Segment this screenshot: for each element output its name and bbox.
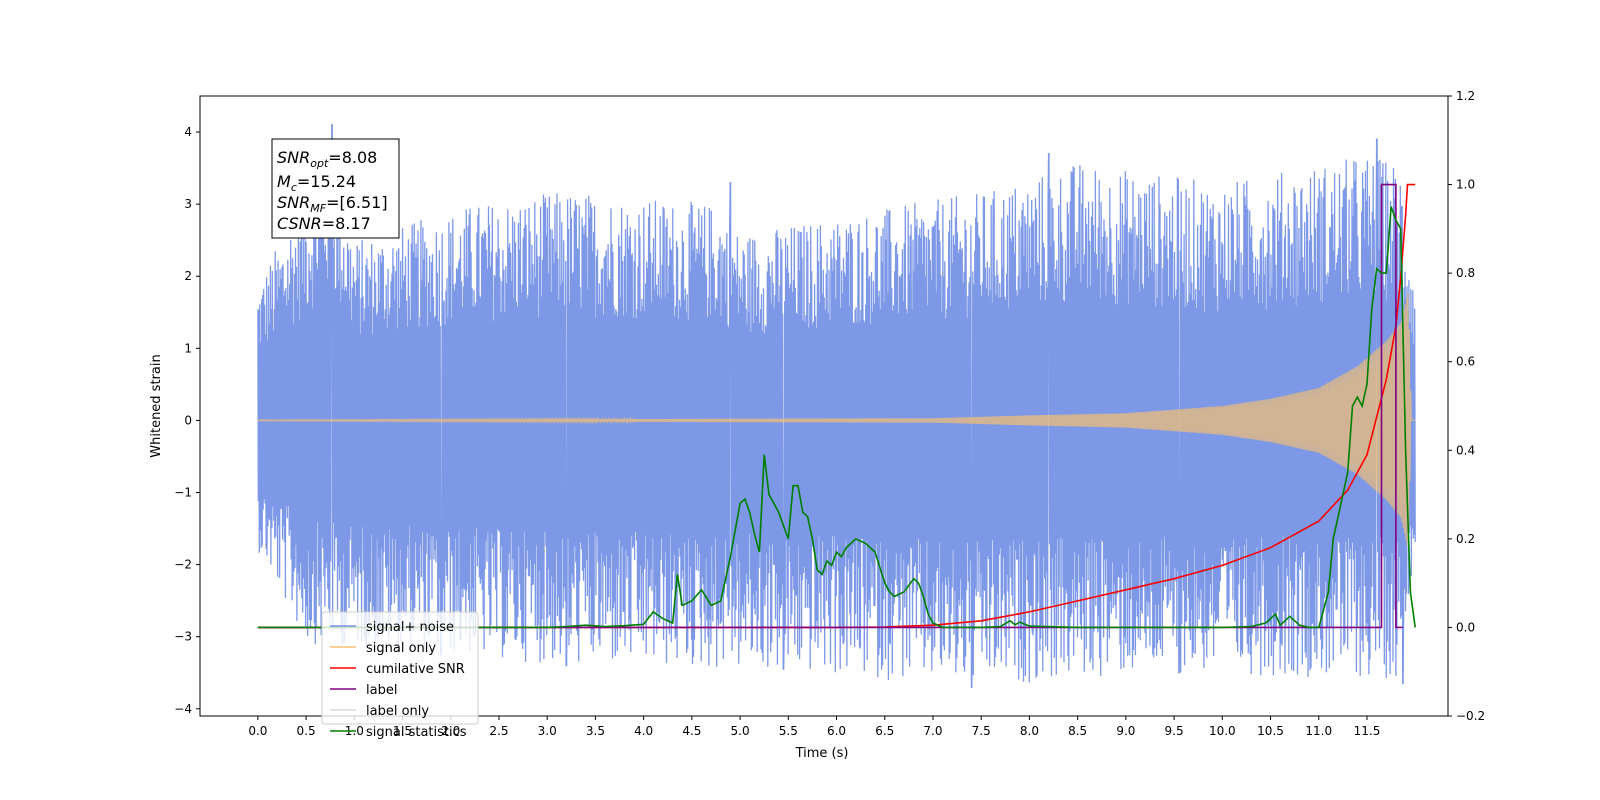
- snr-mf-text: SNRMF=[6.51]: [277, 193, 388, 215]
- stats-annotation-box: SNRopt=8.08 Mc=15.24 SNRMF=[6.51] CSNR=8…: [271, 138, 400, 239]
- y-tick-label: −3: [174, 630, 192, 644]
- y2-tick-label: −0.2: [1456, 709, 1485, 723]
- x-tick-label: 10.5: [1257, 724, 1284, 738]
- chirp-mass-text: Mc=15.24: [277, 172, 356, 194]
- plot-frame: [199, 95, 1449, 717]
- x-tick-label: 10.0: [1209, 724, 1236, 738]
- x-tick-label: 3.0: [538, 724, 557, 738]
- x-tick-label: 8.5: [1068, 724, 1087, 738]
- y2-tick-label: 0.4: [1456, 443, 1475, 457]
- csnr-text: CSNR=8.17: [277, 214, 371, 233]
- x-tick-label: 2.5: [489, 724, 508, 738]
- x-axis: 0.0 0.5 1.0 1.5 2.0 2.5 3.0 3.5 4.0 4.5 5.0 5.5 6.0 6…: [248, 716, 1380, 738]
- legend-label-signal-statistics: signal statistics: [366, 725, 467, 740]
- y-axis-label: Whitened strain: [149, 354, 164, 457]
- x-tick-label: 6.5: [875, 724, 894, 738]
- y-tick-label: 4: [184, 125, 192, 139]
- x-tick-label: 6.0: [827, 724, 846, 738]
- y-tick-label: −2: [174, 558, 192, 572]
- legend-label-signal-only: signal only: [366, 641, 436, 656]
- y2-tick-label: 0.2: [1456, 532, 1475, 546]
- y2-axis-right: −0.2 0.0 0.2 0.4 0.6 0.8 1.0 1.2: [1448, 89, 1485, 723]
- legend-label-signal-noise: signal+ noise: [366, 620, 454, 635]
- x-tick-label: 7.0: [923, 724, 942, 738]
- snr-opt-text: SNRopt=8.08: [277, 148, 377, 170]
- x-tick-label: 5.5: [779, 724, 798, 738]
- y-tick-label: 1: [184, 341, 192, 355]
- y-tick-label: 2: [184, 269, 192, 283]
- x-tick-label: 8.0: [1020, 724, 1039, 738]
- plot-area: [257, 124, 1416, 688]
- x-tick-label: 0.0: [248, 724, 267, 738]
- x-tick-label: 0.5: [297, 724, 316, 738]
- legend: signal+ noise signal only cumilative SNR la…: [321, 611, 479, 740]
- x-tick-label: 7.5: [972, 724, 991, 738]
- series-signal-only-line: [257, 292, 1416, 546]
- x-tick-label: 11.0: [1305, 724, 1332, 738]
- x-tick-label: 9.5: [1165, 724, 1184, 738]
- series-signal-noise-line: [257, 124, 1416, 688]
- legend-label-cumilative-snr: cumilative SNR: [366, 662, 465, 677]
- x-tick-label: 9.0: [1116, 724, 1135, 738]
- series-signal-statistics-line: [257, 206, 1416, 629]
- legend-label-label: label: [366, 683, 397, 698]
- annotation-frame: [271, 138, 400, 239]
- x-tick-label: 4.0: [634, 724, 653, 738]
- legend-label-label-only: label only: [366, 704, 429, 719]
- y2-tick-label: 0.0: [1456, 620, 1475, 634]
- y-tick-label: 0: [184, 413, 192, 427]
- y-tick-label: 3: [184, 197, 192, 211]
- y-tick-label: −4: [174, 702, 192, 716]
- y-axis: −4 −3 −2 −1 0 1 2 3 4: [174, 125, 200, 716]
- y2-tick-label: 0.8: [1456, 266, 1475, 280]
- x-tick-label: 11.5: [1354, 724, 1381, 738]
- y-tick-label: −1: [174, 486, 192, 500]
- y2-tick-label: 0.6: [1456, 355, 1475, 369]
- x-tick-label: 3.5: [586, 724, 605, 738]
- y2-tick-label: 1.0: [1456, 178, 1475, 192]
- x-tick-label: 5.0: [731, 724, 750, 738]
- x-tick-label: 1.5: [393, 724, 412, 738]
- y2-tick-label: 1.2: [1456, 89, 1475, 103]
- x-tick-label: 2.0: [441, 724, 460, 738]
- x-axis-label: Time (s): [795, 746, 849, 761]
- legend-frame: [321, 611, 479, 725]
- series-cumilative-snr-line: [257, 183, 1416, 629]
- x-tick-label: 4.5: [682, 724, 701, 738]
